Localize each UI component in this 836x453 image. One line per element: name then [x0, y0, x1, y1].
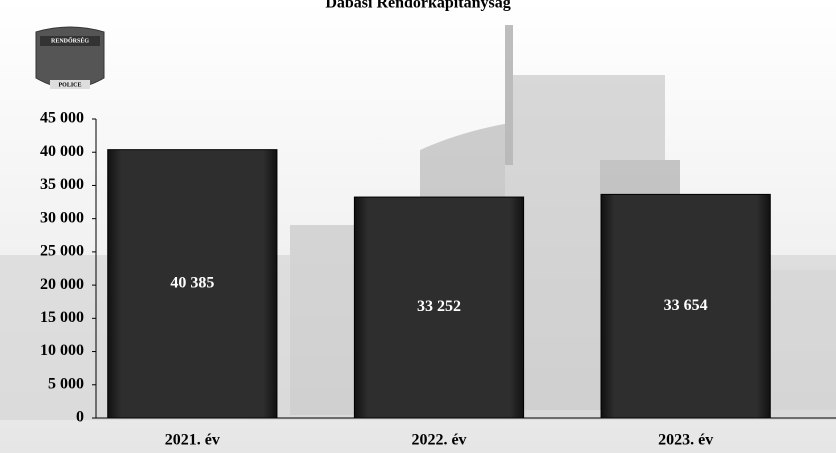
- x-tick-label: 2022. év: [411, 432, 466, 449]
- logo-top-text: RENDŐRSÉG: [51, 36, 89, 44]
- value-label: 33 654: [664, 297, 708, 314]
- y-tick-label: 30 000: [40, 209, 84, 226]
- value-label: 40 385: [170, 275, 214, 292]
- y-tick-label: 15 000: [40, 309, 84, 326]
- bar: [107, 149, 278, 419]
- y-tick-label: 40 000: [40, 143, 84, 160]
- logo-bottom-text: POLICE: [58, 82, 81, 88]
- bar: [600, 193, 771, 419]
- y-tick-label: 35 000: [40, 176, 84, 193]
- y-tick-label: 25 000: [40, 243, 84, 260]
- bar: [353, 196, 525, 419]
- y-tick-label: 5 000: [48, 375, 84, 392]
- y-tick-label: 10 000: [40, 342, 84, 359]
- x-tick-label: 2021. év: [165, 432, 220, 449]
- chart-title: Dabasi Rendőrkapitányság: [325, 0, 510, 12]
- value-label: 33 252: [417, 298, 461, 315]
- y-tick-label: 0: [76, 409, 84, 426]
- y-tick-label: 20 000: [40, 276, 84, 293]
- logo: RENDŐRSÉG POLICE: [35, 26, 105, 89]
- x-tick-label: 2023. év: [658, 432, 713, 449]
- y-tick-label: 45 000: [40, 110, 84, 127]
